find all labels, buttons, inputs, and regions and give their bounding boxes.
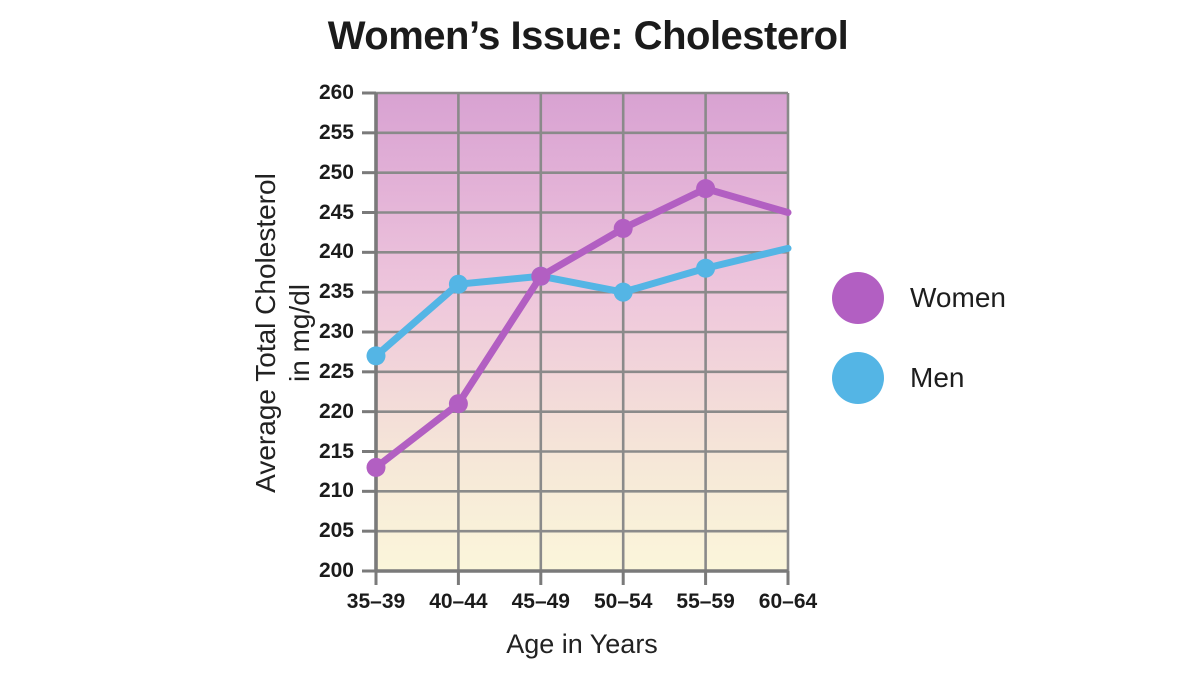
women-point (448, 394, 468, 414)
men-line (372, 244, 792, 360)
men-point (366, 346, 386, 366)
y-tick-label: 205 (318, 519, 354, 543)
y-tick-label: 245 (318, 200, 354, 224)
y-tick-label: 255 (318, 120, 354, 144)
y-tick-label: 240 (318, 240, 354, 264)
legend-label-women: Women (910, 282, 1006, 313)
y-tick-label: 250 (318, 160, 354, 184)
x-tick-label: 60–64 (758, 590, 818, 613)
women-point (366, 457, 386, 477)
x-tick-label: 35–39 (346, 590, 406, 613)
y-tick-label: 230 (318, 320, 354, 343)
x-axis-title: Age in Years (506, 629, 658, 659)
legend-item-women: Women (832, 270, 1006, 326)
men-point (696, 258, 716, 278)
legend-item-men: Men (832, 350, 1006, 406)
women-point (696, 179, 716, 199)
women-series-swatch-icon (832, 272, 884, 324)
women-line (372, 185, 792, 471)
men-point (613, 282, 633, 302)
y-tick-label: 225 (318, 359, 354, 383)
x-tick-label: 50–54 (593, 590, 653, 613)
men-point (448, 274, 468, 294)
y-tick-label: 235 (318, 280, 354, 304)
y-tick-label: 215 (318, 439, 354, 463)
y-tick-label: 220 (318, 399, 354, 423)
legend-label-men: Men (910, 362, 965, 393)
y-tick-label: 210 (318, 479, 354, 503)
x-tick-label: 45–49 (511, 590, 570, 613)
y-tick-label: 260 (318, 81, 354, 104)
men-series-swatch-icon (832, 352, 884, 404)
women-point (613, 218, 633, 238)
x-tick-label: 40–44 (429, 590, 488, 613)
chart-title: Women’s Issue: Cholesterol (327, 14, 849, 58)
y-tick-label: 200 (318, 559, 354, 582)
women-point (531, 266, 551, 286)
legend: Women Men (832, 270, 1006, 406)
x-tick-label: 55–59 (676, 590, 735, 613)
